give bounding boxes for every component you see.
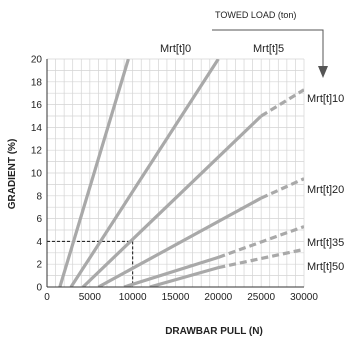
x-tick-label: 0 [44, 292, 50, 303]
y-tick-label: 2 [36, 260, 42, 271]
towed-load-annotation: TOWED LOAD (ton) [212, 10, 328, 78]
series-line-mrt-t-10 [81, 114, 263, 287]
series-line-mrt-t-5 [69, 59, 220, 287]
towed-load-arrow [212, 29, 324, 68]
x-tick-label: 10000 [119, 292, 147, 303]
series-line-mrt-t-10 [260, 88, 304, 118]
y-tick-label: 14 [31, 123, 43, 134]
series-line-mrt-t-50 [149, 266, 219, 287]
x-tick-label: 5000 [79, 292, 102, 303]
x-tick-label: 15000 [162, 292, 190, 303]
y-tick-label: 20 [31, 55, 43, 66]
series-label: Mrt[t]35 [307, 237, 344, 249]
series-line-mrt-t-35 [123, 255, 219, 287]
series-label: Mrt[t]10 [307, 93, 344, 105]
y-tick-label: 10 [31, 169, 43, 180]
x-tick-label: 20000 [204, 292, 232, 303]
series-line-mrt-t-35 [217, 225, 304, 259]
y-axis-title: GRADIENT (%) [7, 139, 18, 210]
y-tick-label: 16 [31, 100, 43, 111]
series-label: Mrt[t]0 [160, 43, 191, 55]
series-line-mrt-t-0 [58, 59, 130, 287]
y-tick-label: 18 [31, 77, 43, 88]
series-layer [58, 59, 304, 287]
y-tick-label: 12 [31, 146, 43, 157]
grid [46, 58, 305, 288]
series-label: Mrt[t]20 [307, 184, 344, 196]
series-line-mrt-t-20 [260, 177, 304, 200]
x-tick-label: 25000 [247, 292, 275, 303]
towed-load-arrowhead [318, 66, 328, 78]
axes [46, 59, 304, 288]
y-tick-label: 8 [36, 191, 42, 202]
tick-labels: 0 5000 10000 15000 20000 25000 30000 0 2 4 6 8 10 12 1… [31, 55, 318, 304]
y-tick-label: 6 [36, 214, 42, 225]
series-labels: Mrt[t]0 Mrt[t]5 Mrt[t]10 Mrt[t]20 Mrt[t]35 Mr… [160, 43, 344, 273]
y-tick-label: 0 [36, 283, 42, 294]
series-line-mrt-t-20 [97, 196, 262, 287]
series-label: Mrt[t]5 [253, 43, 284, 55]
series-label: Mrt[t]50 [307, 261, 344, 273]
x-tick-label: 30000 [290, 292, 318, 303]
reference-lines [47, 240, 134, 287]
towed-load-label: TOWED LOAD (ton) [215, 10, 296, 20]
x-axis-title: DRAWBAR PULL (N) [165, 326, 263, 337]
y-tick-label: 4 [36, 237, 42, 248]
series-line-mrt-t-50 [218, 247, 304, 270]
